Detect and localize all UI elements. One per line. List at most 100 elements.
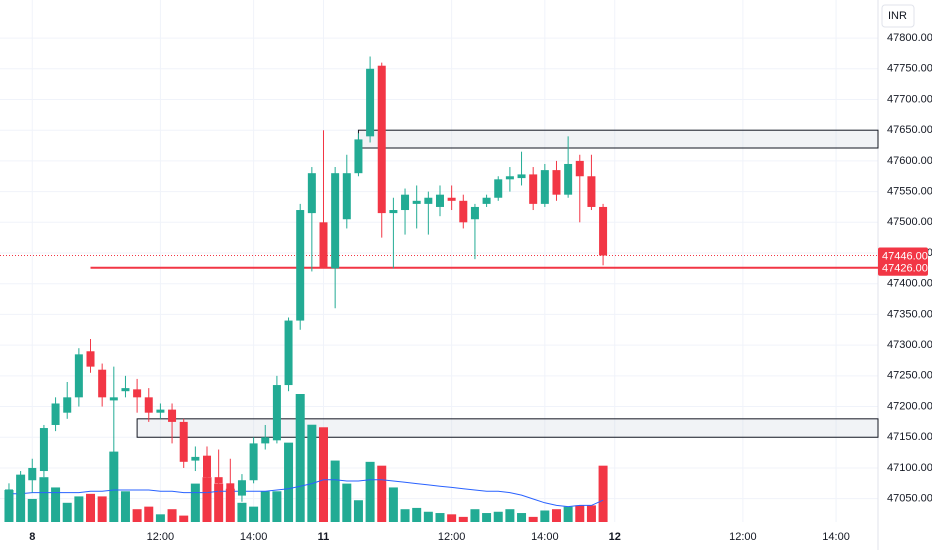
candle-body (377, 65, 386, 214)
candle-body (540, 170, 549, 204)
volume-bar (575, 505, 585, 522)
candle-body (564, 163, 573, 195)
candle-body (459, 200, 468, 223)
volume-bar (202, 477, 212, 522)
candle-body (156, 409, 165, 413)
volume-bar (237, 502, 247, 522)
x-tick-label: 14:00 (822, 531, 850, 543)
y-tick-label: 47400.00 (887, 278, 932, 290)
volume-bar (179, 515, 189, 522)
x-tick-label: 12:00 (147, 531, 175, 543)
volume-bar (388, 487, 398, 522)
volume-bar (109, 451, 119, 522)
volume-bar (74, 496, 84, 522)
y-tick-label: 47100.00 (887, 462, 932, 474)
volume-bar (167, 509, 177, 522)
zone (357, 129, 879, 149)
currency: INR (888, 10, 907, 22)
y-tick-label: 47150.00 (887, 431, 932, 443)
price-tag (878, 259, 928, 276)
candle-body (529, 174, 538, 204)
currency-box (881, 4, 915, 28)
y-tick-label: 47050.00 (887, 493, 932, 505)
volume-bar (155, 514, 165, 522)
candle-body (599, 206, 608, 256)
candle-body (98, 369, 107, 398)
candle-body (447, 197, 456, 201)
volume-bar (295, 394, 305, 522)
volume-bar (528, 516, 538, 522)
candle-body (16, 477, 25, 495)
candle-body (366, 68, 375, 137)
candle-body (249, 443, 258, 481)
candle-body (470, 206, 479, 220)
volume-bar (132, 509, 142, 522)
candle-body (226, 483, 235, 499)
volume-bar (86, 493, 96, 522)
x-tick-label: 8 (29, 531, 35, 543)
volume-ma-line (9, 479, 604, 508)
candle-body (203, 455, 212, 478)
volume-bar (214, 483, 224, 522)
candle-body (424, 197, 433, 204)
candle-body (517, 174, 526, 179)
volume-bar (27, 498, 37, 522)
y-tick-label: 47600.00 (887, 155, 932, 167)
x-tick-label: 14:00 (240, 531, 268, 543)
volume-bar (505, 509, 515, 522)
y-tick-label: 47800.00 (887, 32, 932, 44)
candle-body (354, 139, 363, 174)
candle-body (319, 222, 328, 269)
volume-bar (190, 483, 200, 522)
volume-bar (435, 513, 445, 522)
volume-bar (423, 511, 433, 522)
price-tag (878, 247, 928, 264)
volume-bar (97, 496, 107, 522)
volume-bar (51, 487, 61, 522)
candle-body (28, 467, 37, 481)
y-tick-label: 47250.00 (887, 370, 932, 382)
y-tick-label: 47200.00 (887, 400, 932, 412)
candle-body (191, 456, 200, 461)
candle-body (261, 437, 270, 444)
candle-body (575, 160, 584, 177)
volume-bar (307, 424, 317, 522)
x-tick-label: 12 (609, 531, 621, 543)
volume-bar (540, 510, 550, 522)
volume-bar (39, 477, 49, 522)
volume-bar (272, 491, 282, 522)
y-tick-label: 47550.00 (887, 186, 932, 198)
candle-body (133, 389, 142, 398)
volume-bar (260, 491, 270, 522)
volume-bar (586, 505, 596, 522)
volume-bar (144, 506, 154, 522)
zone (136, 418, 879, 438)
y-tick-label: 47300.00 (887, 339, 932, 351)
candle-body (214, 477, 223, 484)
x-tick-label: 12:00 (729, 531, 757, 543)
volume-bar (120, 491, 130, 522)
volume-bar (412, 507, 422, 522)
candle-body (63, 397, 72, 413)
candle-body (587, 176, 596, 207)
y-tick-label: 47650.00 (887, 124, 932, 136)
x-tick-label: 14:00 (531, 531, 559, 543)
y-tick-label: 47500.00 (887, 216, 932, 228)
volume-bar (284, 442, 294, 522)
candle-body (552, 170, 561, 195)
volume-bar (551, 509, 561, 522)
candle-body (179, 421, 188, 462)
volume-bar (62, 502, 72, 522)
volume (4, 394, 608, 522)
candle-body (494, 179, 503, 198)
volume-bar (470, 509, 480, 522)
volume-bar (400, 509, 410, 522)
candle-body (144, 397, 153, 413)
x-tick-label: 12:00 (438, 531, 466, 543)
candle-body (51, 403, 60, 425)
volume-bar (353, 500, 363, 522)
candle-body (505, 176, 514, 180)
candle-body (296, 210, 305, 321)
